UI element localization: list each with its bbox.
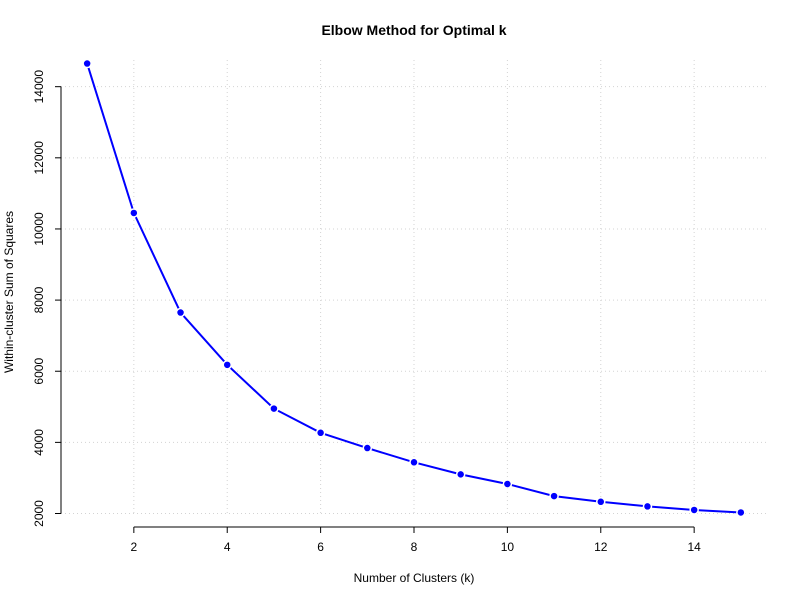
data-point-k13 <box>642 501 653 512</box>
x-tick-label-8: 8 <box>411 540 418 554</box>
data-point-k9 <box>455 469 466 480</box>
data-point-k7 <box>362 443 373 453</box>
x-tick-label-12: 12 <box>594 540 608 554</box>
data-series <box>82 58 746 518</box>
chart-title: Elbow Method for Optimal k <box>321 22 506 38</box>
y-tick-label-8000: 8000 <box>32 286 46 313</box>
data-point-k4 <box>222 360 232 370</box>
data-point-k6 <box>315 428 326 438</box>
data-point-k10 <box>502 479 513 489</box>
data-point-k1 <box>82 58 92 69</box>
x-tick-label-14: 14 <box>687 540 701 554</box>
data-point-k11 <box>549 491 559 501</box>
data-point-k3 <box>175 307 186 318</box>
data-point-k8 <box>409 457 419 468</box>
x-axis-label: Number of Clusters (k) <box>354 571 475 585</box>
y-tick-label-14000: 14000 <box>32 70 46 104</box>
y-tick-label-6000: 6000 <box>32 358 46 385</box>
x-tick-label-2: 2 <box>130 540 137 554</box>
data-point-k15 <box>736 507 746 518</box>
axes: 2 4 6 8 10 12 14 2000 4000 6000 8000 10000 12000 1400… <box>32 70 701 554</box>
x-tick-label-6: 6 <box>317 540 324 554</box>
y-axis-label: Within-cluster Sum of Squares <box>2 211 16 373</box>
y-tick-label-4000: 4000 <box>32 429 46 456</box>
x-tick-label-10: 10 <box>501 540 515 554</box>
y-tick-label-10000: 10000 <box>32 212 46 246</box>
x-tick-label-4: 4 <box>224 540 231 554</box>
data-point-k2 <box>129 208 139 218</box>
y-tick-label-2000: 2000 <box>32 500 46 527</box>
y-tick-label-12000: 12000 <box>32 141 46 175</box>
grid-lines <box>61 60 767 516</box>
data-point-k14 <box>689 505 699 515</box>
data-point-k5 <box>269 403 279 414</box>
data-point-k12 <box>596 497 606 507</box>
